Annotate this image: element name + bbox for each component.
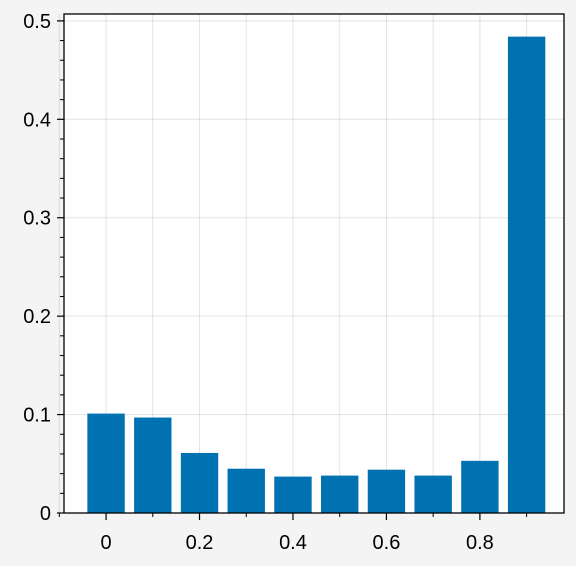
y-tick-label: 0.3 (23, 208, 51, 230)
x-tick-label: 0.2 (186, 532, 214, 554)
bar (321, 475, 359, 513)
y-tick-label: 0 (40, 503, 51, 525)
bar (134, 417, 172, 513)
y-tick-label: 0.2 (23, 306, 51, 328)
ticks (57, 20, 528, 520)
bar (414, 475, 452, 513)
plot-frame (63, 13, 565, 514)
x-tick-label: 0.6 (373, 532, 401, 554)
y-tick-label: 0.4 (23, 109, 51, 131)
bar (87, 413, 125, 513)
bars (87, 36, 546, 513)
y-tick-label: 0.5 (23, 11, 51, 33)
bar (274, 476, 312, 513)
tick-labels: 0 0.2 0.4 0.6 0.8 0 0.1 0.2 0.3 0.4 0.5 (23, 11, 494, 554)
x-tick-label: 0.4 (279, 532, 307, 554)
x-tick-label: 0.8 (466, 532, 494, 554)
bar (507, 36, 546, 513)
bar (227, 468, 265, 513)
x-tick-label: 0 (100, 532, 111, 554)
bar (367, 469, 406, 513)
y-tick-label: 0.1 (23, 405, 51, 427)
bar (461, 460, 499, 513)
bar (180, 452, 219, 513)
